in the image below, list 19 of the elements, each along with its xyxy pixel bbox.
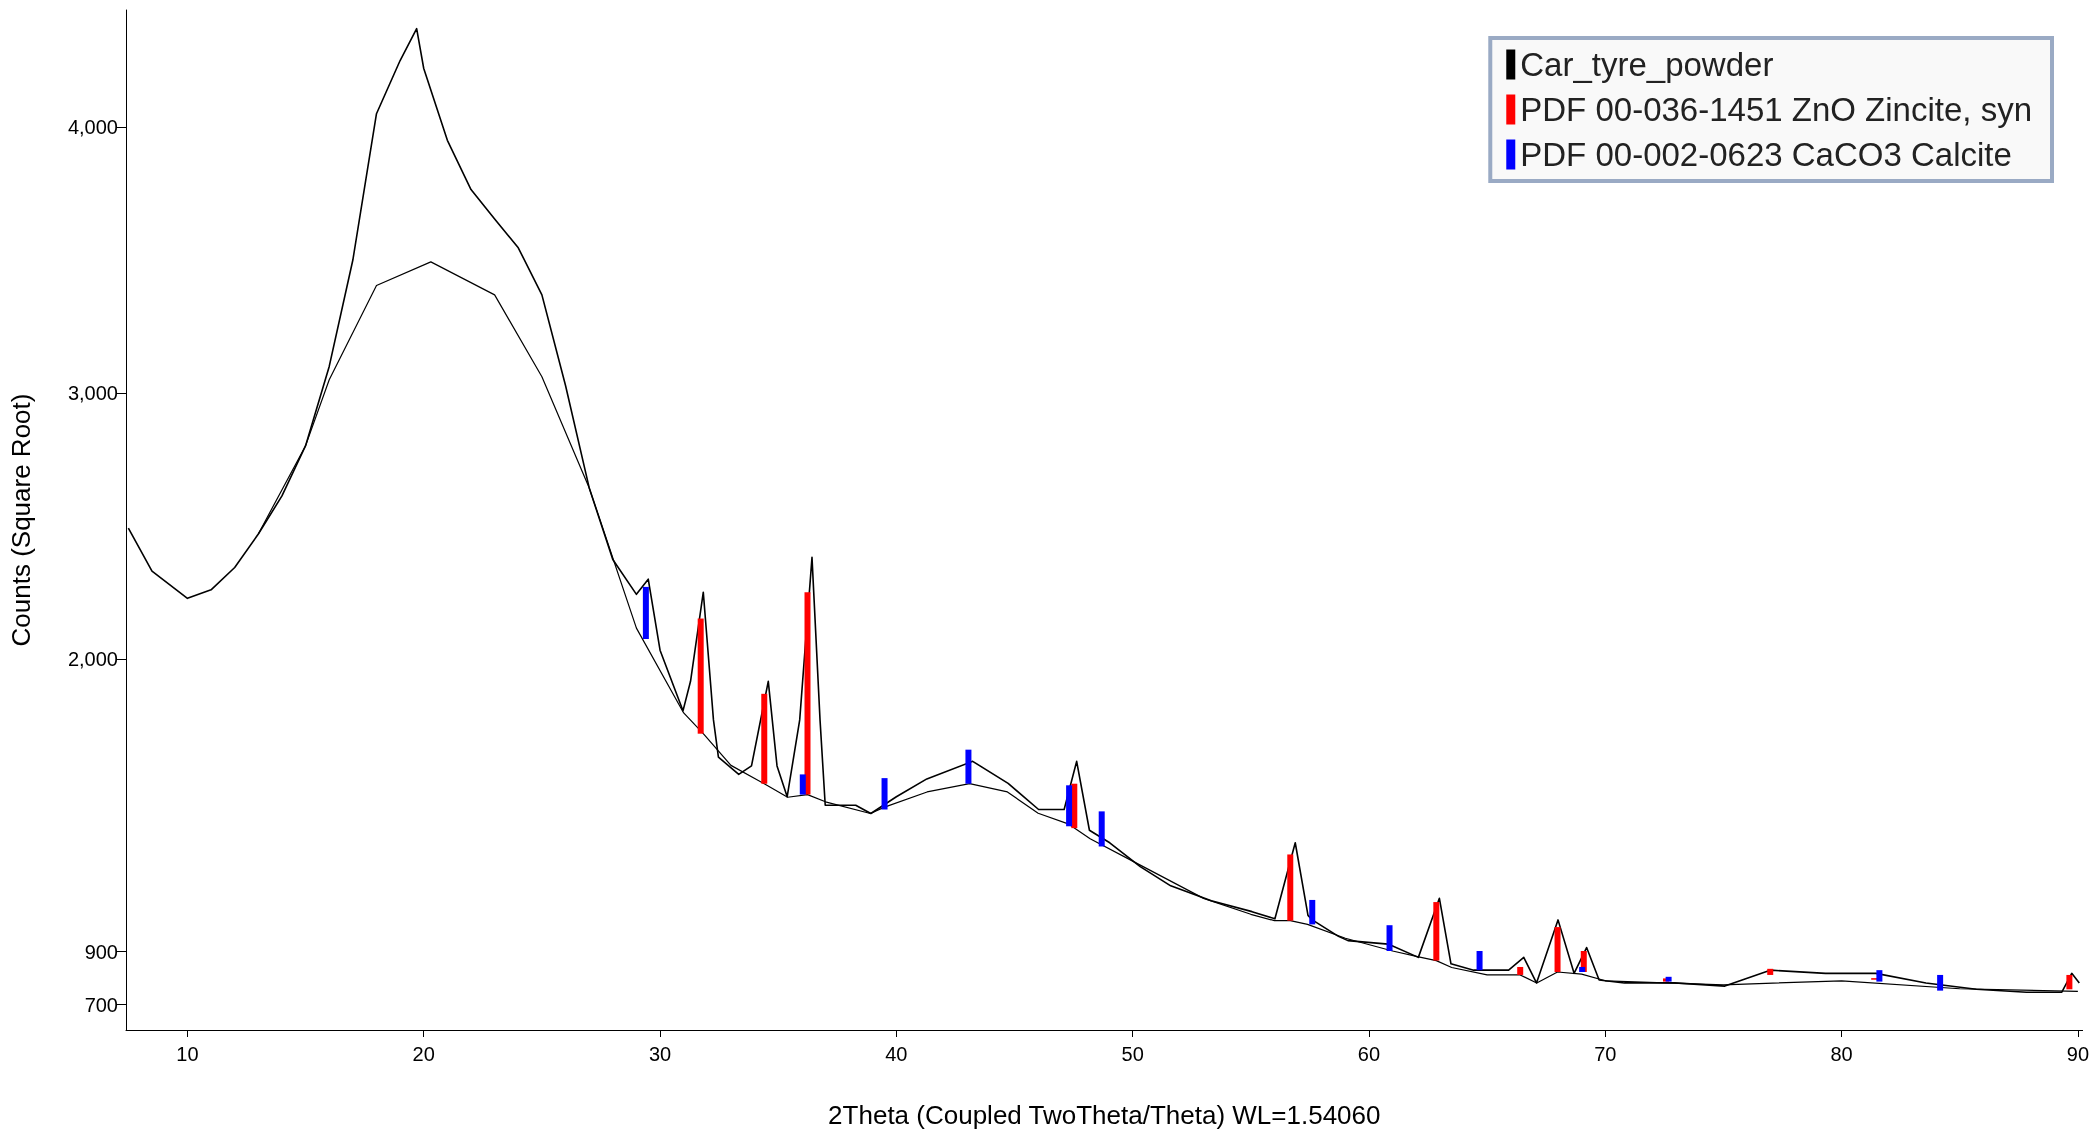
- legend-label: Car_tyre_powder: [1520, 46, 1774, 83]
- y-axis-title: Counts (Square Root): [6, 393, 36, 647]
- x-tick-label: 50: [1121, 1043, 1144, 1065]
- x-tick-label: 90: [2066, 1043, 2090, 1065]
- x-tick-label: 70: [1594, 1043, 1617, 1065]
- legend-label: PDF 00-002-0623 CaCO3 Calcite: [1520, 136, 2012, 173]
- x-axis-title: 2Theta (Coupled TwoTheta/Theta) WL=1.54060: [828, 1100, 1381, 1130]
- x-tick-label: 60: [1357, 1043, 1381, 1065]
- y-tick-label: 3,000: [67, 382, 118, 404]
- x-tick-label: 20: [412, 1043, 435, 1065]
- y-tick-label: 2,000: [67, 647, 118, 670]
- y-tick-label: 900: [84, 940, 118, 963]
- x-tick-label: 80: [1830, 1043, 1853, 1065]
- x-tick-label: 30: [648, 1043, 672, 1065]
- y-tick-label: 4,000: [67, 116, 118, 139]
- y-tick-label: 700: [84, 993, 118, 1016]
- legend-label: PDF 00-036-1451 ZnO Zincite, syn: [1520, 91, 2033, 128]
- x-tick-label: 40: [885, 1043, 908, 1065]
- x-tick-label: 10: [176, 1043, 199, 1065]
